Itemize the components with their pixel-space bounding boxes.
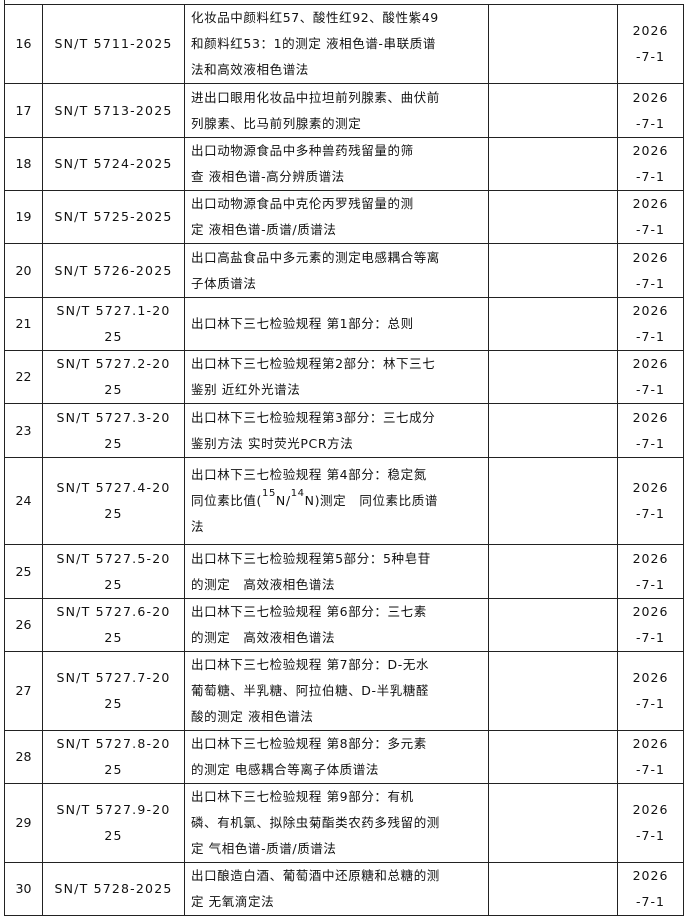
standard-title: 出口林下三七检验规程第5部分：5种皂苷 的测定 高效液相色谱法 <box>184 544 489 599</box>
implementation-date: 2026 -7-1 <box>617 651 684 731</box>
replaced-standard <box>488 297 618 351</box>
standard-code: SN/T 5726-2025 <box>42 243 185 298</box>
row-number: 22 <box>4 350 43 404</box>
standard-code: SN/T 5727.8-20 25 <box>42 730 185 784</box>
table-row: 16 SN/T 5711-2025 化妆品中颜料红57、酸性红92、酸性紫49 和颜… <box>4 4 684 84</box>
standard-title: 化妆品中颜料红57、酸性红92、酸性紫49 和颜料红53：1的测定 液相色谱-串… <box>184 4 489 84</box>
table-row: 27 SN/T 5727.7-20 25 出口林下三七检验规程 第7部分：D-无水 … <box>4 651 684 731</box>
title-segment: N/ <box>275 493 291 508</box>
standard-code: SN/T 5727.1-20 25 <box>42 297 185 351</box>
implementation-date: 2026 -7-1 <box>617 862 684 916</box>
row-number: 30 <box>4 862 43 916</box>
replaced-standard <box>488 862 618 916</box>
implementation-date: 2026 -7-1 <box>617 137 684 191</box>
implementation-date: 2026 -7-1 <box>617 783 684 863</box>
replaced-standard <box>488 137 618 191</box>
implementation-date: 2026 -7-1 <box>617 598 684 652</box>
row-number: 20 <box>4 243 43 298</box>
standard-title: 出口林下三七检验规程 第8部分：多元素 的测定 电感耦合等离子体质谱法 <box>184 730 489 784</box>
standard-code: SN/T 5711-2025 <box>42 4 185 84</box>
row-number: 29 <box>4 783 43 863</box>
replaced-standard <box>488 730 618 784</box>
implementation-date: 2026 -7-1 <box>617 190 684 244</box>
table-row: 26 SN/T 5727.6-20 25 出口林下三七检验规程 第6部分：三七素 的… <box>4 598 684 652</box>
standard-code: SN/T 5727.5-20 25 <box>42 544 185 599</box>
standard-code: SN/T 5727.3-20 25 <box>42 403 185 458</box>
row-number: 28 <box>4 730 43 784</box>
table-row: 23 SN/T 5727.3-20 25 出口林下三七检验规程第3部分：三七成分 鉴… <box>4 403 684 458</box>
standards-table-body: 16 SN/T 5711-2025 化妆品中颜料红57、酸性红92、酸性紫49 和颜… <box>4 4 684 916</box>
standard-title: 出口高盐食品中多元素的测定电感耦合等离 子体质谱法 <box>184 243 489 298</box>
table-top-edge <box>4 0 685 4</box>
standard-code: SN/T 5724-2025 <box>42 137 185 191</box>
standard-code: SN/T 5725-2025 <box>42 190 185 244</box>
standard-code: SN/T 5728-2025 <box>42 862 185 916</box>
replaced-standard <box>488 544 618 599</box>
standard-title: 出口林下三七检验规程第3部分：三七成分 鉴别方法 实时荧光PCR方法 <box>184 403 489 458</box>
replaced-standard <box>488 457 618 545</box>
title-segment: N)测定 同位素比质谱 法 <box>191 493 438 534</box>
replaced-standard <box>488 243 618 298</box>
standard-code: SN/T 5727.7-20 25 <box>42 651 185 731</box>
table-row: 17 SN/T 5713-2025 进出口眼用化妆品中拉坦前列腺素、曲伏前 列腺素、… <box>4 83 684 138</box>
standard-title: 出口林下三七检验规程 第7部分：D-无水 葡萄糖、半乳糖、阿拉伯糖、D-半乳糖醛… <box>184 651 489 731</box>
standard-title: 出口林下三七检验规程第2部分：林下三七 鉴别 近红外光谱法 <box>184 350 489 404</box>
standard-title: 出口动物源食品中多种兽药残留量的筛 查 液相色谱-高分辨质谱法 <box>184 137 489 191</box>
implementation-date: 2026 -7-1 <box>617 350 684 404</box>
standard-title: 出口林下三七检验规程 第4部分：稳定氮 同位素比值(15N/14N)测定 同位素… <box>184 457 489 545</box>
table-row: 20 SN/T 5726-2025 出口高盐食品中多元素的测定电感耦合等离 子体质谱… <box>4 243 684 298</box>
table-row: 24 SN/T 5727.4-20 25 出口林下三七检验规程 第4部分：稳定氮 同… <box>4 457 684 545</box>
table-row: 18 SN/T 5724-2025 出口动物源食品中多种兽药残留量的筛 查 液相色谱… <box>4 137 684 191</box>
implementation-date: 2026 -7-1 <box>617 730 684 784</box>
row-number: 17 <box>4 83 43 138</box>
replaced-standard <box>488 190 618 244</box>
standard-title: 出口酿造白酒、葡萄酒中还原糖和总糖的测 定 无氧滴定法 <box>184 862 489 916</box>
replaced-standard <box>488 598 618 652</box>
row-number: 16 <box>4 4 43 84</box>
standard-title: 进出口眼用化妆品中拉坦前列腺素、曲伏前 列腺素、比马前列腺素的测定 <box>184 83 489 138</box>
standard-code: SN/T 5727.2-20 25 <box>42 350 185 404</box>
standard-code: SN/T 5727.4-20 25 <box>42 457 185 545</box>
standard-title: 出口林下三七检验规程 第9部分：有机 磷、有机氯、拟除虫菊酯类农药多残留的测 定… <box>184 783 489 863</box>
standards-table: 16 SN/T 5711-2025 化妆品中颜料红57、酸性红92、酸性紫49 和颜… <box>4 4 684 916</box>
row-number: 21 <box>4 297 43 351</box>
table-row: 22 SN/T 5727.2-20 25 出口林下三七检验规程第2部分：林下三七 鉴… <box>4 350 684 404</box>
standard-title: 出口动物源食品中克伦丙罗残留量的测 定 液相色谱-质谱/质谱法 <box>184 190 489 244</box>
table-row: 30 SN/T 5728-2025 出口酿造白酒、葡萄酒中还原糖和总糖的测 定 无氧… <box>4 862 684 916</box>
replaced-standard <box>488 403 618 458</box>
standard-code: SN/T 5727.9-20 25 <box>42 783 185 863</box>
superscript: 14 <box>290 488 305 499</box>
replaced-standard <box>488 783 618 863</box>
standard-code: SN/T 5713-2025 <box>42 83 185 138</box>
table-row: 29 SN/T 5727.9-20 25 出口林下三七检验规程 第9部分：有机 磷、… <box>4 783 684 863</box>
table-row: 28 SN/T 5727.8-20 25 出口林下三七检验规程 第8部分：多元素 的… <box>4 730 684 784</box>
implementation-date: 2026 -7-1 <box>617 457 684 545</box>
implementation-date: 2026 -7-1 <box>617 83 684 138</box>
implementation-date: 2026 -7-1 <box>617 544 684 599</box>
implementation-date: 2026 -7-1 <box>617 403 684 458</box>
row-number: 23 <box>4 403 43 458</box>
title-segment: 出口林下三七检验规程 第4部分：稳定氮 同位素比值( <box>191 467 427 508</box>
standard-title: 出口林下三七检验规程 第1部分：总则 <box>184 297 489 351</box>
replaced-standard <box>488 651 618 731</box>
table-row: 19 SN/T 5725-2025 出口动物源食品中克伦丙罗残留量的测 定 液相色谱… <box>4 190 684 244</box>
row-number: 27 <box>4 651 43 731</box>
replaced-standard <box>488 4 618 84</box>
standard-title: 出口林下三七检验规程 第6部分：三七素 的测定 高效液相色谱法 <box>184 598 489 652</box>
table-row: 21 SN/T 5727.1-20 25 出口林下三七检验规程 第1部分：总则 202… <box>4 297 684 351</box>
row-number: 18 <box>4 137 43 191</box>
implementation-date: 2026 -7-1 <box>617 243 684 298</box>
row-number: 24 <box>4 457 43 545</box>
row-number: 25 <box>4 544 43 599</box>
replaced-standard <box>488 83 618 138</box>
implementation-date: 2026 -7-1 <box>617 4 684 84</box>
standard-code: SN/T 5727.6-20 25 <box>42 598 185 652</box>
row-number: 26 <box>4 598 43 652</box>
row-number: 19 <box>4 190 43 244</box>
replaced-standard <box>488 350 618 404</box>
implementation-date: 2026 -7-1 <box>617 297 684 351</box>
table-row: 25 SN/T 5727.5-20 25 出口林下三七检验规程第5部分：5种皂苷 的… <box>4 544 684 599</box>
superscript: 15 <box>261 488 276 499</box>
